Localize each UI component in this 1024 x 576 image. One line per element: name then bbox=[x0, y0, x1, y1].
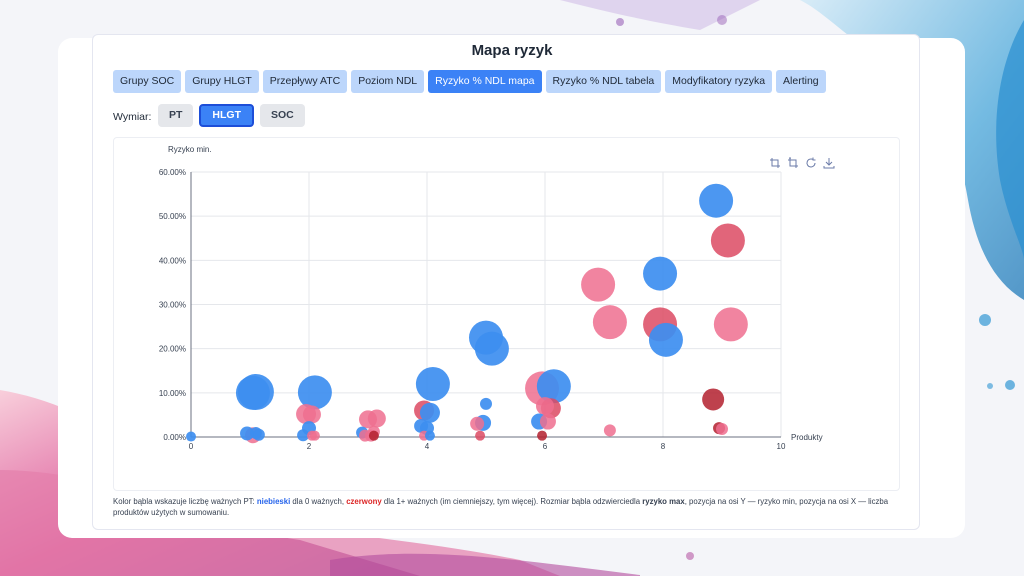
bubble-point bbox=[302, 405, 321, 424]
dimension-pt-button[interactable]: PT bbox=[158, 104, 194, 127]
bubble-chart: 0.00% 10.00% 20.00% 30.00% 40.00% 50.00% 60.00… bbox=[159, 145, 823, 451]
x-tick-label: 6 bbox=[543, 442, 548, 451]
y-tick-label: 0.00% bbox=[163, 433, 186, 442]
bubble-point bbox=[536, 369, 571, 404]
bubble-point bbox=[480, 397, 492, 410]
y-tick-label: 20.00% bbox=[159, 345, 186, 354]
x-axis-label: Produkty bbox=[791, 433, 823, 442]
bubble-point bbox=[235, 375, 270, 410]
bubble-point bbox=[716, 423, 728, 436]
download-icon[interactable] bbox=[823, 157, 835, 169]
dimension-hlgt-button[interactable]: HLGT bbox=[199, 104, 254, 127]
bubble-point bbox=[581, 267, 616, 302]
caption-red-word: czerwony bbox=[346, 497, 382, 506]
bubble-point bbox=[702, 388, 725, 411]
bubble-point bbox=[603, 424, 616, 437]
tab-grupy-hlgt[interactable]: Grupy HLGT bbox=[185, 70, 259, 93]
bubble-point bbox=[474, 331, 509, 366]
bubble-point bbox=[648, 322, 683, 357]
x-tick-label: 10 bbox=[777, 442, 786, 451]
y-tick-label: 40.00% bbox=[159, 256, 186, 265]
bubble-point bbox=[297, 429, 310, 442]
bubble-point bbox=[475, 430, 486, 441]
bubble-point bbox=[309, 430, 320, 441]
bubble-point bbox=[297, 375, 332, 410]
bubble-point bbox=[537, 430, 548, 441]
bubble-point bbox=[368, 430, 379, 441]
chart-toolbox bbox=[769, 157, 835, 169]
bubble-point bbox=[713, 307, 748, 342]
bubble-point bbox=[536, 397, 554, 416]
dimension-soc-button[interactable]: SOC bbox=[260, 104, 305, 127]
bubble-point bbox=[470, 416, 485, 431]
bubble-point bbox=[252, 428, 265, 441]
x-tick-label: 8 bbox=[661, 442, 666, 451]
tab-alerting[interactable]: Alerting bbox=[776, 70, 826, 93]
caption-bold-max: ryzyko max bbox=[642, 497, 685, 506]
bubble-point bbox=[424, 430, 435, 441]
bubble-point bbox=[539, 413, 556, 430]
y-tick-label: 30.00% bbox=[159, 301, 186, 310]
bubble-point bbox=[699, 183, 734, 218]
tab-poziom-ndl[interactable]: Poziom NDL bbox=[351, 70, 425, 93]
dimension-selector: PT HLGT SOC bbox=[158, 104, 305, 127]
dimension-label: Wymiar: bbox=[113, 111, 152, 123]
restore-icon[interactable] bbox=[805, 157, 817, 169]
chart-caption: Kolor bąbla wskazuje liczbę ważnych PT: … bbox=[113, 496, 913, 518]
tab-bar: Grupy SOC Grupy HLGT Przepływy ATC Pozio… bbox=[113, 70, 826, 93]
bubble-point bbox=[367, 409, 386, 428]
bubble-point bbox=[415, 367, 450, 401]
tab-grupy-soc[interactable]: Grupy SOC bbox=[113, 70, 182, 93]
zoom-reset-icon[interactable] bbox=[787, 157, 799, 169]
x-tick-label: 0 bbox=[189, 442, 194, 451]
y-tick-label: 10.00% bbox=[159, 389, 186, 398]
bubble-point bbox=[592, 305, 627, 340]
y-tick-label: 60.00% bbox=[159, 168, 186, 177]
caption-text: dla 0 ważnych, bbox=[290, 497, 347, 506]
caption-blue-word: niebieski bbox=[256, 497, 291, 506]
x-tick-label: 4 bbox=[425, 442, 430, 451]
x-tick-label: 2 bbox=[307, 442, 312, 451]
bubble-point bbox=[643, 256, 678, 291]
bubble-point bbox=[186, 431, 196, 442]
tab-modyfikatory-ryzyka[interactable]: Modyfikatory ryzyka bbox=[665, 70, 773, 93]
caption-text: Kolor bąbla wskazuje liczbę ważnych PT: bbox=[113, 497, 257, 506]
caption-text: , pozycja na osi Y — ryzyko min, pozycja… bbox=[113, 497, 889, 517]
bubble-point bbox=[240, 426, 255, 441]
caption-text: dla 1+ ważnych (im ciemniejszy, tym więc… bbox=[381, 497, 643, 506]
tab-przeplywy-atc[interactable]: Przepływy ATC bbox=[262, 70, 348, 93]
y-axis-label: Ryzyko min. bbox=[168, 145, 212, 154]
bubble-point bbox=[710, 223, 745, 258]
zoom-icon[interactable] bbox=[769, 157, 781, 169]
page-title: Mapa ryzyk bbox=[471, 42, 553, 59]
y-tick-label: 50.00% bbox=[159, 212, 186, 221]
tab-ryzyko-ndl-tabela[interactable]: Ryzyko % NDL tabela bbox=[545, 70, 662, 93]
bubble-point bbox=[419, 402, 440, 423]
tab-ryzyko-ndl-mapa[interactable]: Ryzyko % NDL mapa bbox=[428, 70, 542, 93]
